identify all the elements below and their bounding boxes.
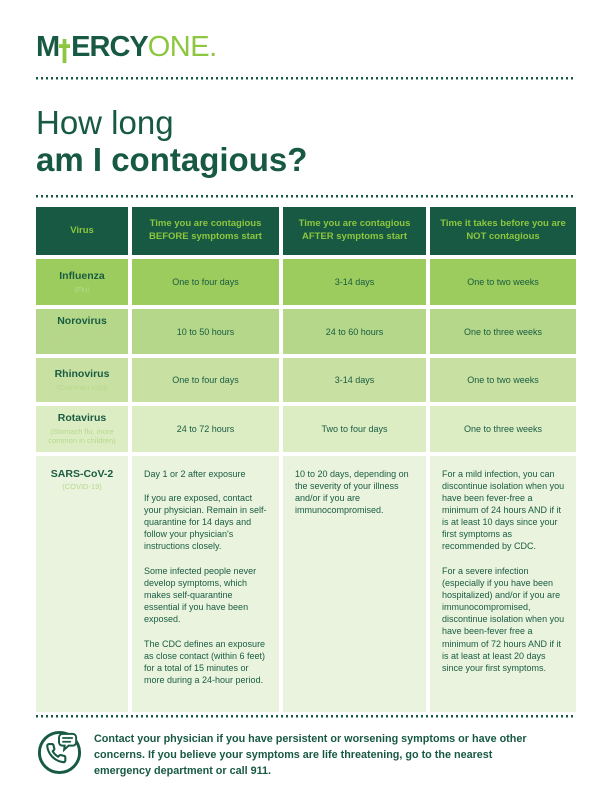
virus-cell: SARS-CoV-2 (COVID-19) xyxy=(36,455,128,712)
virus-name: SARS-CoV-2 xyxy=(50,467,114,480)
before-cell: Day 1 or 2 after exposure If you are exp… xyxy=(132,455,279,712)
after-cell: 3-14 days xyxy=(283,358,426,403)
page-title-line1: How long xyxy=(36,104,174,141)
virus-cell: Norovirus (Stomach flu, more common in a… xyxy=(36,308,128,355)
virus-name: Influenza xyxy=(59,269,105,282)
dotted-divider-title xyxy=(36,194,576,198)
col-header-not-contagious: Time it takes before you are NOT contagi… xyxy=(430,206,576,255)
brand-header: M ERCY ONE. xyxy=(36,30,576,63)
col-header-after: Time you are contagious AFTER symptoms s… xyxy=(283,206,426,255)
before-cell: One to four days xyxy=(132,358,279,403)
logo-text-m: M xyxy=(36,31,60,63)
after-cell: 24 to 60 hours xyxy=(283,308,426,355)
contagious-table: Virus Time you are contagious BEFORE sym… xyxy=(36,206,576,712)
before-cell: 24 to 72 hours xyxy=(132,406,279,452)
dotted-divider-bottom xyxy=(36,714,576,718)
virus-subtitle: (Stomach flu, more common in adults) xyxy=(50,329,114,348)
after-cell: 3-14 days xyxy=(283,258,426,305)
after-cell: 10 to 20 days, depending on the severity… xyxy=(283,455,426,712)
not-contagious-cell: For a mild infection, you can discontinu… xyxy=(430,455,576,712)
virus-name: Norovirus xyxy=(57,314,107,327)
cross-icon xyxy=(59,39,71,63)
virus-cell: Rotavirus (Stomach flu, more common in c… xyxy=(36,406,128,452)
after-cell: Two to four days xyxy=(283,406,426,452)
virus-cell: Rhinovirus (Common cold) xyxy=(36,358,128,403)
virus-subtitle: (Common cold) xyxy=(56,382,108,392)
dotted-divider-top xyxy=(36,77,576,80)
mercyone-logo: M ERCY ONE. xyxy=(36,30,576,63)
before-cell: 10 to 50 hours xyxy=(132,308,279,355)
not-contagious-cell: One to two weeks xyxy=(430,358,576,403)
footer-text: Contact your physician if you have persi… xyxy=(94,732,527,777)
footer-note: Contact your physician if you have persi… xyxy=(36,729,576,780)
page-title: How long am I contagious? xyxy=(36,104,576,179)
col-header-before: Time you are contagious BEFORE symptoms … xyxy=(132,206,279,255)
virus-name: Rhinovirus xyxy=(54,368,110,381)
not-contagious-cell: One to three weeks xyxy=(430,308,576,355)
not-contagious-cell: One to three weeks xyxy=(430,406,576,452)
page-title-line2: am I contagious? xyxy=(36,140,308,178)
phone-chat-icon xyxy=(36,729,83,776)
logo-text-one: ONE. xyxy=(147,31,217,63)
not-contagious-cell: One to two weeks xyxy=(430,258,576,305)
before-cell: One to four days xyxy=(132,258,279,305)
virus-subtitle: (Stomach flu, more common in children) xyxy=(48,426,116,446)
col-header-virus: Virus xyxy=(36,206,128,255)
virus-subtitle: (COVID-19) xyxy=(62,482,102,492)
virus-subtitle: (Flu) xyxy=(74,284,90,294)
virus-cell: Influenza (Flu) xyxy=(36,258,128,305)
virus-name: Rotavirus xyxy=(57,412,107,425)
logo-text-ercy: ERCY xyxy=(71,31,149,63)
